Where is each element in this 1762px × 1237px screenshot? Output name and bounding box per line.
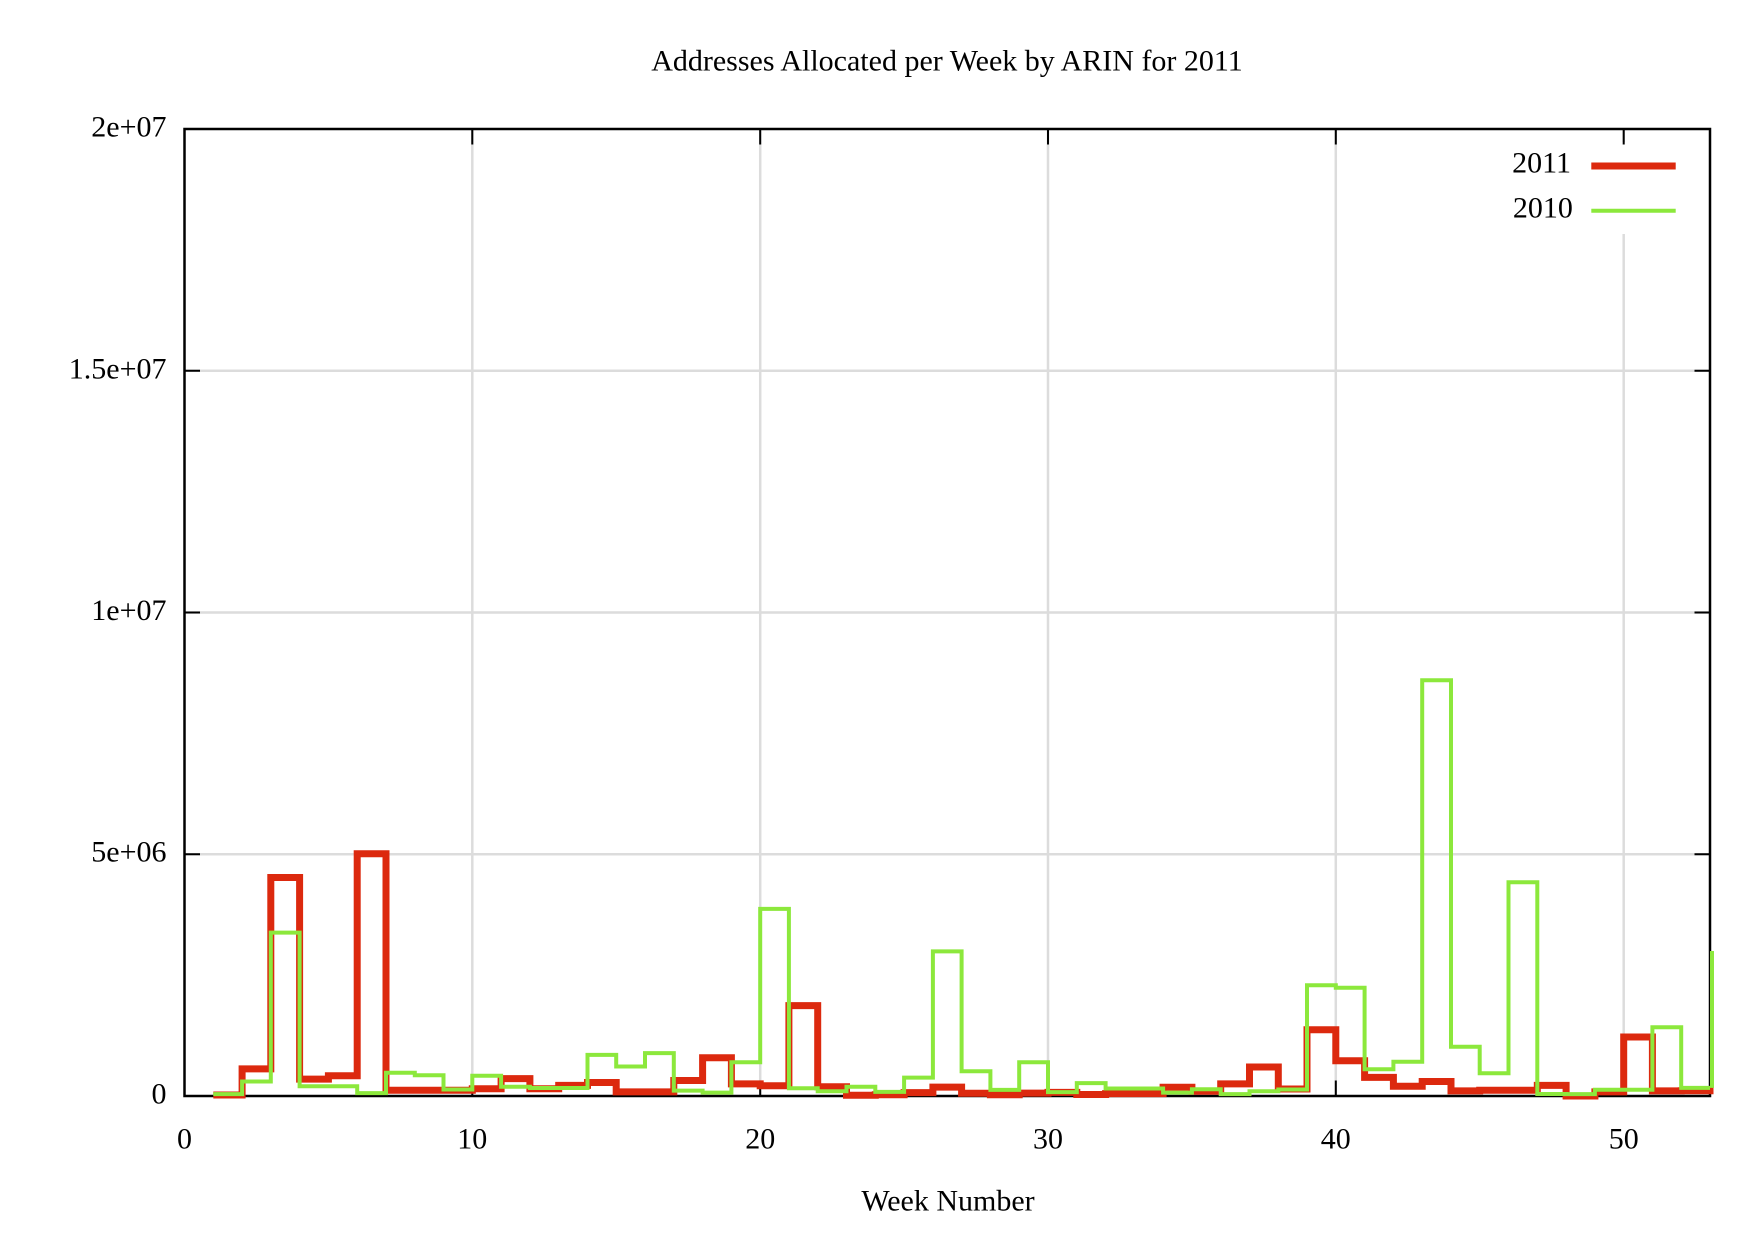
svg-text:2e+07: 2e+07 bbox=[91, 111, 166, 144]
svg-text:40: 40 bbox=[1321, 1123, 1351, 1156]
svg-text:50: 50 bbox=[1609, 1123, 1639, 1156]
svg-text:0: 0 bbox=[152, 1078, 167, 1111]
svg-text:2010: 2010 bbox=[1513, 192, 1573, 225]
svg-text:1.5e+07: 1.5e+07 bbox=[69, 352, 167, 385]
svg-text:10: 10 bbox=[457, 1123, 487, 1156]
svg-text:2011: 2011 bbox=[1512, 147, 1571, 180]
svg-text:0: 0 bbox=[177, 1123, 192, 1156]
svg-text:30: 30 bbox=[1033, 1123, 1063, 1156]
svg-text:5e+06: 5e+06 bbox=[91, 836, 166, 869]
svg-text:1e+07: 1e+07 bbox=[91, 594, 166, 627]
svg-text:Week Number: Week Number bbox=[861, 1185, 1034, 1218]
svg-text:20: 20 bbox=[745, 1123, 775, 1156]
svg-text:Addresses Allocated per Week b: Addresses Allocated per Week by ARIN for… bbox=[651, 45, 1243, 78]
